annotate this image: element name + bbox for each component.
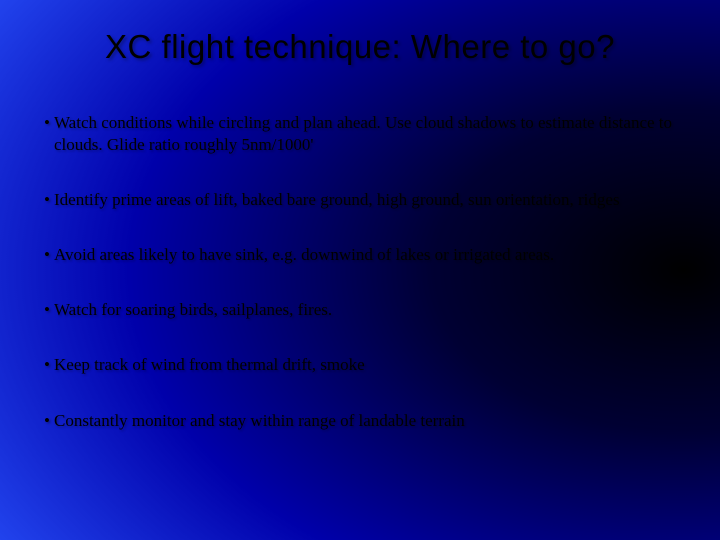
slide: XC flight technique: Where to go? Watch …	[0, 0, 720, 540]
bullet-item: Avoid areas likely to have sink, e.g. do…	[44, 244, 680, 266]
bullet-item: Watch for soaring birds, sailplanes, fir…	[44, 299, 680, 321]
bullet-item: Constantly monitor and stay within range…	[44, 410, 680, 432]
bullet-item: Keep track of wind from thermal drift, s…	[44, 354, 680, 376]
bullet-item: Identify prime areas of lift, baked bare…	[44, 189, 680, 211]
bullet-item: Watch conditions while circling and plan…	[44, 112, 680, 156]
bullet-list: Watch conditions while circling and plan…	[44, 112, 680, 432]
slide-title: XC flight technique: Where to go?	[0, 28, 720, 66]
